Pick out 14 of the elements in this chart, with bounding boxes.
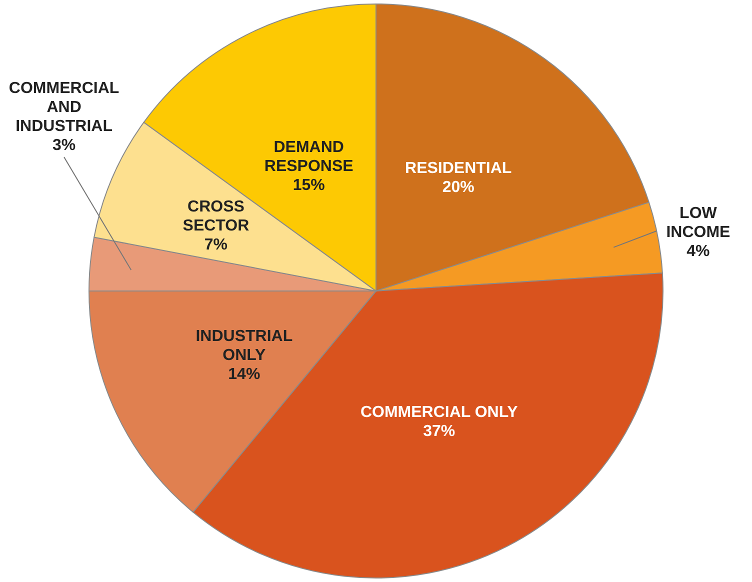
slice-label: DEMAND RESPONSE — [264, 139, 354, 176]
data-label: 7% — [204, 236, 228, 254]
data-label: 4% — [686, 243, 710, 260]
data-label: 37% — [423, 422, 456, 440]
data-label: 20% — [442, 178, 474, 196]
slice-label: CROSS SECTOR — [182, 198, 250, 235]
data-label: 3% — [52, 137, 76, 154]
slice-label: RESIDENTIAL — [405, 160, 512, 177]
slice-label: COMMERCIAL ONLY — [360, 404, 518, 421]
slice-label: INDUSTRIAL ONLY — [196, 328, 293, 364]
slice-label: LOW INCOME — [666, 205, 731, 242]
slice-label: COMMERCIAL AND INDUSTRIAL — [8, 80, 120, 136]
data-label: 15% — [292, 177, 325, 194]
data-label: 14% — [228, 366, 260, 384]
